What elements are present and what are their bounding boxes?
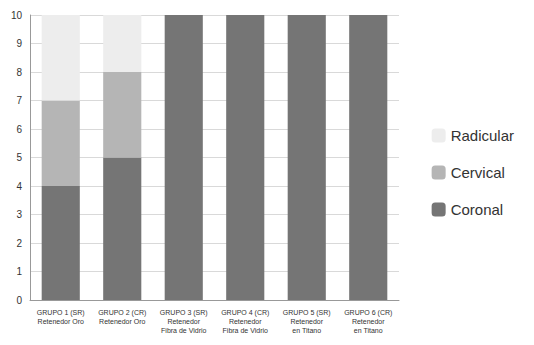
svg-text:GRUPO 1 (SR): GRUPO 1 (SR) [37,309,85,317]
svg-text:GRUPO 6 (CR): GRUPO 6 (CR) [344,309,392,317]
svg-text:GRUPO 4 (CR): GRUPO 4 (CR) [221,309,269,317]
svg-text:Fibra de Vidrio: Fibra de Vidrio [161,327,207,334]
svg-text:Retenedor: Retenedor [290,318,323,325]
svg-text:GRUPO 5 (SR): GRUPO 5 (SR) [283,309,331,317]
svg-text:5: 5 [16,152,22,163]
svg-text:Retenedor: Retenedor [167,318,200,325]
svg-text:6: 6 [16,124,22,135]
svg-text:Fibra de Vidrio: Fibra de Vidrio [223,327,269,334]
svg-text:10: 10 [11,10,23,21]
svg-text:0: 0 [16,295,22,306]
svg-text:7: 7 [16,95,22,106]
svg-text:Radicular: Radicular [451,127,514,144]
svg-text:GRUPO 2 (CR): GRUPO 2 (CR) [98,309,146,317]
svg-text:GRUPO 3 (SR): GRUPO 3 (SR) [160,309,208,317]
svg-text:Coronal: Coronal [451,201,504,218]
svg-text:2: 2 [16,238,22,249]
svg-text:Retenedor Oro: Retenedor Oro [99,318,145,325]
svg-text:Retenedor: Retenedor [352,318,385,325]
svg-text:Retenedor: Retenedor [229,318,262,325]
svg-text:Retenedor Oro: Retenedor Oro [38,318,84,325]
svg-text:9: 9 [16,38,22,49]
svg-text:3: 3 [16,209,22,220]
svg-text:1: 1 [16,266,22,277]
svg-text:Cervical: Cervical [451,164,505,181]
svg-text:4: 4 [16,181,22,192]
svg-text:en Titano: en Titano [292,327,321,334]
svg-text:8: 8 [16,67,22,78]
svg-text:en Titano: en Titano [354,327,383,334]
